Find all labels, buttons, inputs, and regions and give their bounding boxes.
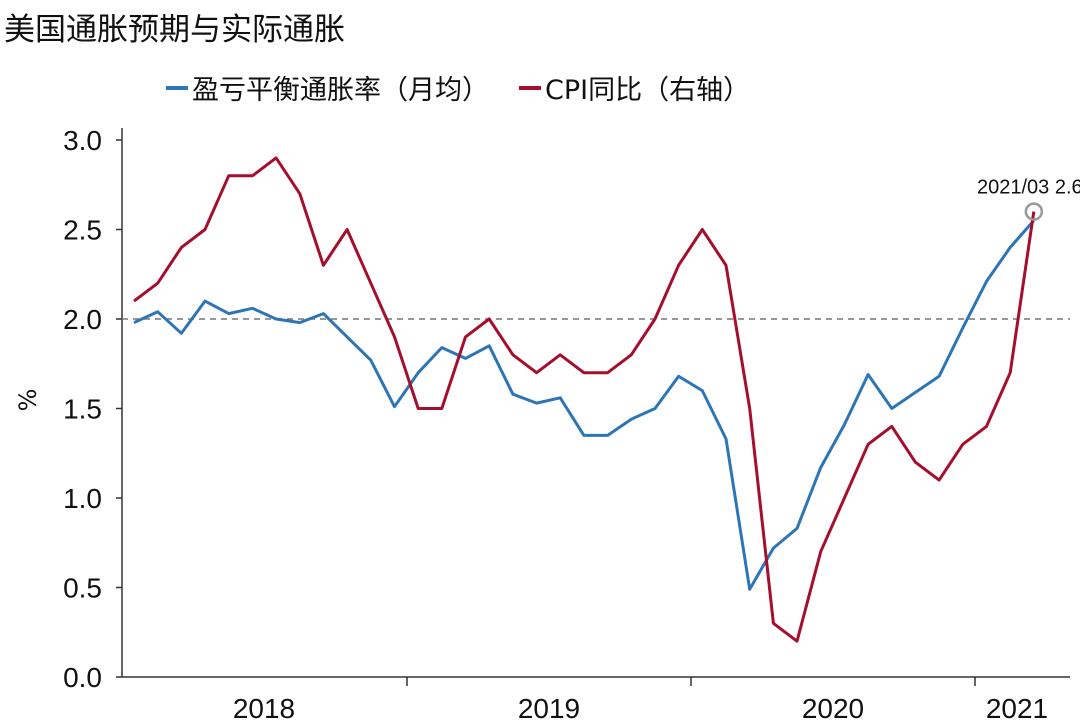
- y-tick-label: 2.5: [63, 215, 102, 246]
- y-axis-label: %: [14, 389, 42, 412]
- series-breakeven-line: [133, 219, 1035, 591]
- y-tick-label: 0.0: [63, 662, 102, 693]
- legend: 盈亏平衡通胀率（月均） CPI同比（右轴）: [166, 68, 780, 107]
- legend-item-cpi: CPI同比（右轴）: [519, 68, 750, 107]
- legend-swatch-red: [519, 85, 541, 90]
- legend-label: CPI同比（右轴）: [545, 75, 751, 106]
- chart-title: 美国通胀预期与实际通胀: [4, 12, 345, 48]
- y-tick-label: 3.0: [63, 125, 102, 156]
- legend-label: 盈亏平衡通胀率（月均）: [192, 75, 489, 106]
- x-tick-label: 2019: [518, 693, 580, 724]
- y-tick-label: 2.0: [63, 304, 102, 335]
- series-cpi-line: [133, 156, 1036, 643]
- annotation-marker: [1024, 202, 1044, 221]
- legend-swatch-blue: [166, 85, 188, 90]
- legend-item-breakeven: 盈亏平衡通胀率（月均）: [166, 68, 489, 107]
- x-tick-label: 2020: [802, 693, 864, 724]
- y-tick-label: 0.5: [63, 573, 102, 604]
- y-tick-label: 1.5: [63, 394, 102, 425]
- y-tick-label: 1.0: [63, 483, 102, 514]
- x-tick-label: 2018: [233, 693, 295, 724]
- annotation-label: 2021/03 2.6: [977, 177, 1080, 199]
- x-tick-label: 2021: [986, 693, 1048, 724]
